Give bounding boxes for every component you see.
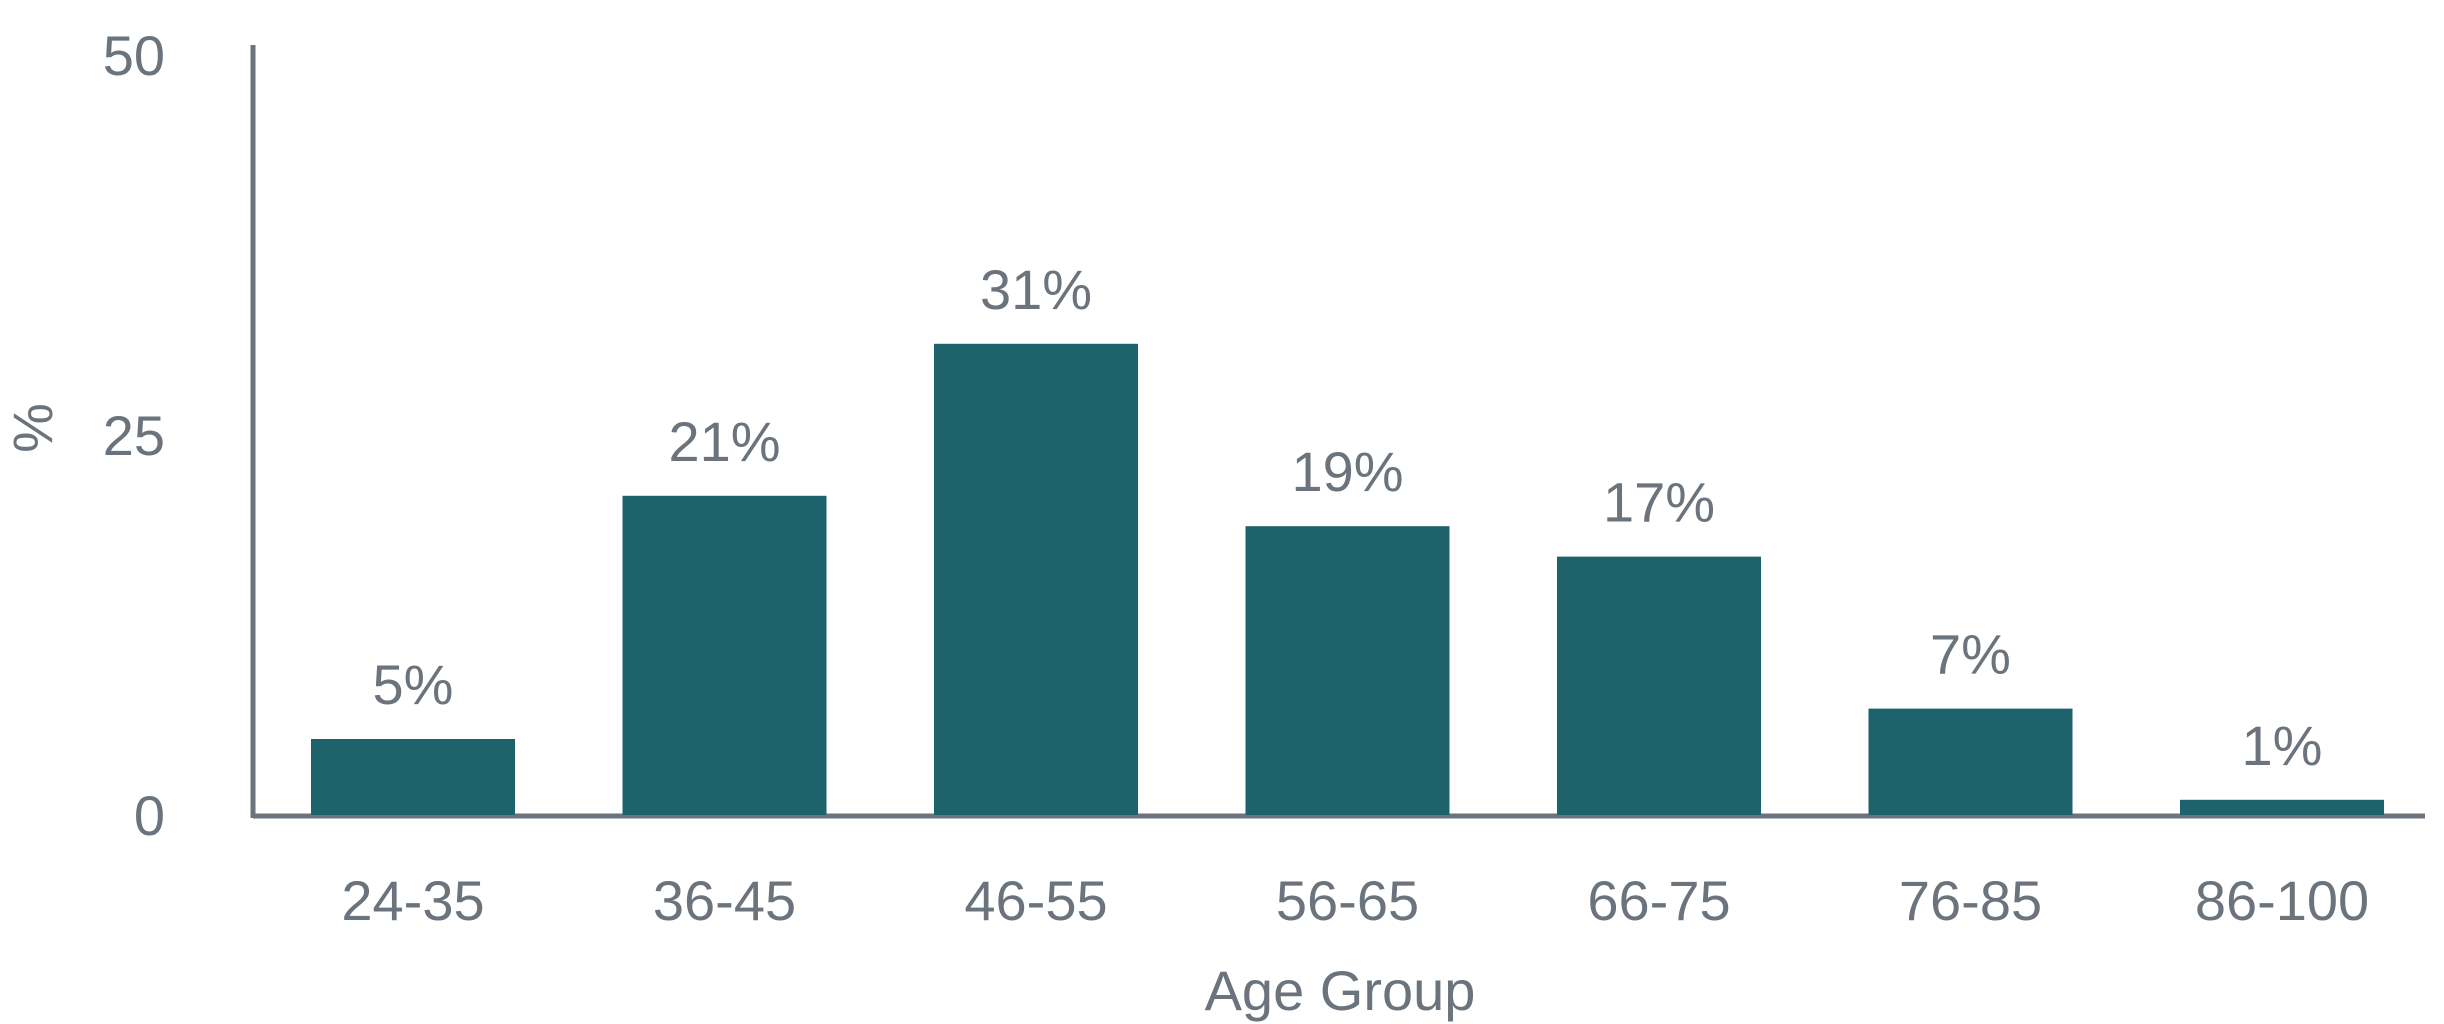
- y-axis-label: %: [1, 403, 64, 453]
- y-tick-label: 50: [103, 24, 165, 87]
- bar: [1245, 526, 1450, 815]
- bar: [311, 739, 515, 815]
- bar: [1557, 556, 1761, 815]
- y-tick-label: 25: [103, 404, 165, 467]
- bar-data-label: 19%: [1291, 440, 1403, 503]
- x-tick-label: 36-45: [653, 869, 796, 932]
- y-tick-label: 0: [134, 784, 165, 847]
- bar-data-label: 31%: [980, 258, 1092, 321]
- x-axis-label: Age Group: [1205, 959, 1476, 1022]
- x-tick-label: 24-35: [341, 869, 484, 932]
- x-tick-label: 86-100: [2195, 869, 2369, 932]
- bar: [1868, 708, 2073, 815]
- x-tick-label: 46-55: [964, 869, 1107, 932]
- bar: [934, 343, 1138, 815]
- x-tick-label: 66-75: [1587, 869, 1730, 932]
- bar-data-label: 7%: [1930, 623, 2011, 686]
- x-axis-tick-labels: 24-35 36-45 46-55 56-65 66-75 76-85 86-100: [341, 869, 2369, 932]
- bar-data-label: 17%: [1603, 471, 1715, 534]
- bars: [311, 343, 2384, 815]
- y-axis-tick-labels: 0 25 50: [103, 24, 165, 847]
- bar: [2180, 799, 2384, 815]
- x-tick-label: 76-85: [1899, 869, 2042, 932]
- bar-data-label: 1%: [2242, 714, 2323, 777]
- bar: [622, 495, 827, 815]
- bar-data-label: 5%: [373, 653, 454, 716]
- x-tick-label: 56-65: [1276, 869, 1419, 932]
- bar-data-label: 21%: [668, 410, 780, 473]
- data-labels: 5% 21% 31% 19% 17% 7% 1%: [373, 258, 2323, 777]
